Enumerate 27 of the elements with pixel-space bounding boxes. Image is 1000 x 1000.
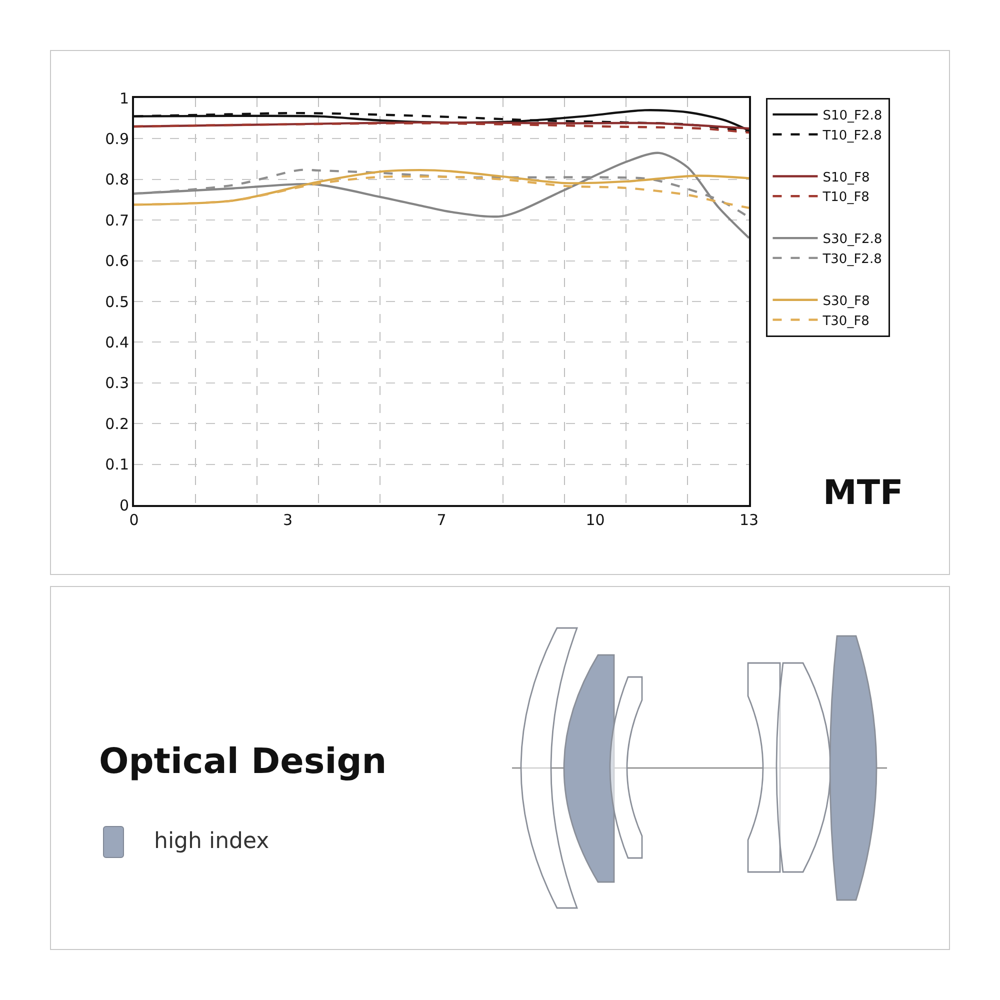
y-tick-label: 0.6 [105,252,129,270]
y-tick-label: 0.1 [105,456,129,474]
x-tick-label: 13 [739,511,759,529]
x-tick-label: 10 [586,511,605,529]
y-tick-label: 1 [119,89,129,108]
y-tick-label: 0.8 [105,170,129,189]
y-tick-label: 0.4 [105,333,129,352]
y-tick-label: 0 [119,496,129,514]
line-series [134,122,749,134]
legend-label: T10_F2.8 [822,128,882,144]
legend-label: S30_F8 [822,294,870,309]
x-tick-label: 7 [436,511,446,529]
y-tick-label: 0.7 [105,211,129,230]
x-tick-label: 3 [282,511,293,529]
legend-label: T30_F8 [822,314,870,329]
legend-label: T10_F8 [822,190,870,206]
y-tick-label: 0.9 [105,130,129,148]
y-tick-label: 0.5 [105,292,129,311]
y-tick-label: 0.2 [105,414,129,433]
legend-label: T30_F2.8 [822,252,882,268]
legend-label: S30_F2.8 [822,232,882,248]
legend-label: S10_F2.8 [822,108,882,124]
text: high index [154,829,270,854]
legend-label: S10_F8 [822,170,870,186]
text: Optical Design [99,742,387,782]
y-tick-label: 0.3 [105,374,129,392]
text: MTF [823,473,904,513]
